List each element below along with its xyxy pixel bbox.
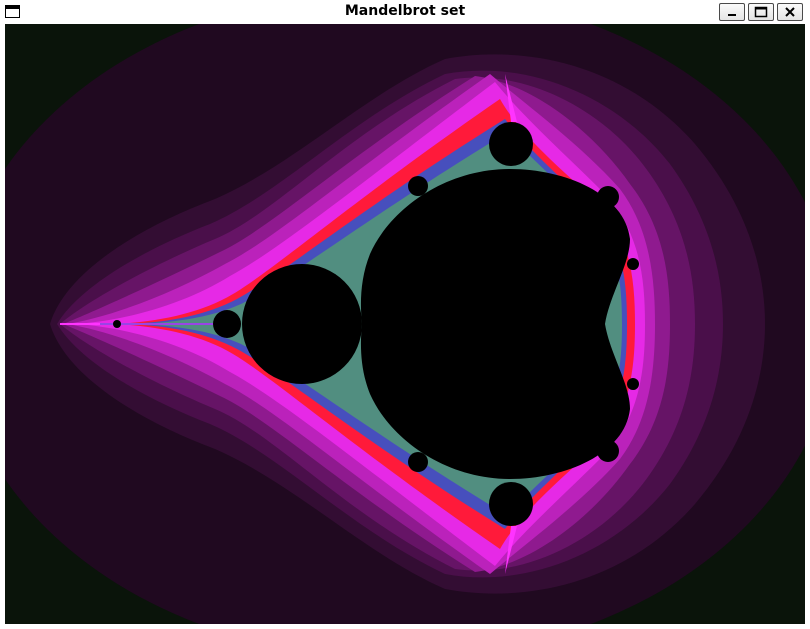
minimize-button[interactable] (719, 3, 745, 21)
title-bar[interactable]: Mandelbrot set (0, 0, 810, 24)
close-icon (785, 7, 795, 17)
period-2-bulb (242, 264, 362, 384)
bulb-bottom (489, 482, 533, 526)
window-title: Mandelbrot set (344, 3, 466, 19)
mandelbrot-image (5, 24, 805, 624)
main-cardioid (360, 169, 630, 479)
window-menu-icon[interactable] (5, 5, 20, 18)
bulb-left-small (213, 310, 241, 338)
minimize-icon (728, 14, 736, 16)
fractal-canvas[interactable] (5, 24, 805, 624)
bottom-spike (505, 526, 517, 574)
bulb-right-upper (627, 258, 639, 270)
maximize-icon (754, 6, 768, 18)
bulb-top-right (597, 186, 619, 208)
bulb-bottom-left (408, 452, 428, 472)
bulb-bottom-right (597, 440, 619, 462)
bulb-top (489, 122, 533, 166)
bulb-right-lower (627, 378, 639, 390)
close-button[interactable] (777, 3, 803, 21)
maximize-button[interactable] (748, 3, 774, 21)
bulb-top-left (408, 176, 428, 196)
mini-brot (113, 320, 121, 328)
top-spike (505, 74, 517, 122)
